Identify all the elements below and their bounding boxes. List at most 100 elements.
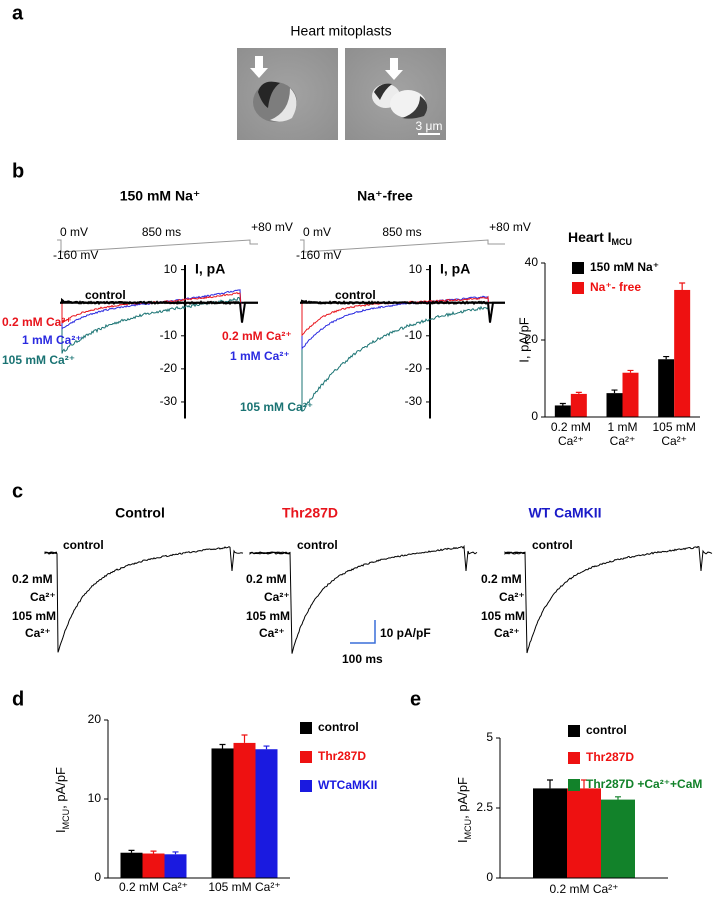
y-tick-label: 0 [531,409,538,423]
error-bar [615,796,621,800]
axis-label: I, pA [195,260,225,276]
group-title: Thr287D [282,505,338,521]
y-axis-label-part: I [53,829,68,833]
bar [211,748,234,878]
x-tick-label: 0.2 mM Ca²⁺ [119,880,188,894]
x-tick-label: 105 mM [652,420,695,434]
trace-label: Ca²⁺ [499,590,525,604]
error-bar [581,779,587,789]
trace-label: Ca²⁺ [259,626,285,640]
trace-label: Ca²⁺ [25,626,51,640]
bar [255,749,278,878]
error-bar [547,779,553,789]
current-trace [44,546,244,653]
current-trace [60,297,258,323]
protocol-label: 850 ms [142,225,181,239]
trace-label: 1 mM Ca²⁺ [22,333,82,347]
condition-title: 150 mM Na⁺ [120,188,201,204]
bar [601,799,635,878]
error-bar [172,851,179,855]
y-tick-label: 0 [486,870,493,884]
trace-label: 1 mM Ca²⁺ [230,349,290,363]
protocol-label: +80 mV [489,220,531,234]
error-bar [627,369,634,373]
micrograph-2 [345,48,446,140]
y-axis-label-part: I [455,839,470,843]
protocol-label: +80 mV [251,220,293,234]
micrograph-1 [237,48,338,140]
group-title: Control [115,505,165,521]
condition-title: Na⁺-free [357,188,413,204]
trace-label: Ca²⁺ [494,626,520,640]
trace-label: 105 mM [12,609,56,623]
trace-label: 105 mM [481,609,525,623]
y-tick-label: 5 [486,730,493,744]
tick-label: -10 [160,328,178,342]
x-tick-label: Ca²⁺ [610,434,636,448]
legend-swatch [300,751,312,763]
trace-label: Ca²⁺ [30,590,56,604]
y-tick-label: 20 [525,332,539,346]
error-bar [150,850,157,854]
x-tick-label: 105 mM Ca²⁺ [208,880,280,894]
chart-title-part: MCU [612,237,633,247]
trace-label: 0.2 mM Ca²⁺ [2,315,72,329]
bar [606,393,623,417]
legend-label: control [586,723,627,737]
panel-letter: a [12,2,24,24]
trace-label: control [63,538,104,552]
scale-bar-label: 10 pA/pF [380,626,431,640]
trace-label: control [532,538,573,552]
scale-bar-label: 100 ms [342,652,383,666]
bar [164,854,187,878]
tick-label: 10 [164,262,178,276]
legend-swatch [572,282,584,294]
panel-a-title: Heart mitoplasts [290,23,391,39]
panel-letter: b [12,160,24,182]
current-trace [504,545,713,654]
protocol-label: -160 mV [53,248,98,262]
tick-label: -20 [405,361,423,375]
bar [120,852,143,878]
y-tick-label: 2.5 [476,800,493,814]
tick-label: -20 [160,361,178,375]
protocol-label: 0 mV [303,225,331,239]
x-tick-label: 1 mM [608,420,638,434]
chart-title-part: Heart I [568,229,612,245]
error-bar [219,743,226,749]
legend-label: control [318,720,359,734]
legend-swatch [300,722,312,734]
legend-label: 150 mM Na⁺ [590,260,659,274]
error-bar [575,391,582,394]
voltage-protocol [300,239,505,253]
trace-label: control [335,288,376,302]
panel-letter: c [12,480,23,502]
bar [570,393,587,417]
protocol-label: 850 ms [382,225,421,239]
error-bar [679,282,686,290]
current-trace [300,299,505,323]
bar [622,372,639,417]
protocol-label: 0 mV [60,225,88,239]
tick-label: -10 [405,328,423,342]
tick-label: -30 [160,394,178,408]
axis-label: I, pA [440,260,470,276]
x-tick-label: Ca²⁺ [558,434,584,448]
y-axis-label-part: MCU [463,819,473,840]
error-bar [128,849,135,853]
trace-label: 0.2 mM [246,572,287,586]
y-axis-label-part: MCU [61,809,71,830]
tick-label: 10 [409,262,423,276]
trace-label: 0.2 mM [481,572,522,586]
trace-label: control [297,538,338,552]
chart-title: Heart IMCU [568,229,632,248]
trace-label: 0.2 mM Ca²⁺ [222,329,292,343]
protocol-label: -160 mV [296,248,341,262]
trace-label: 105 mM [246,609,290,623]
scale-bar-label: 3 μm [416,119,443,133]
panel-letter: e [410,688,421,710]
legend-label: Na⁺- free [590,280,641,294]
legend-swatch [300,780,312,792]
bar [567,788,601,878]
